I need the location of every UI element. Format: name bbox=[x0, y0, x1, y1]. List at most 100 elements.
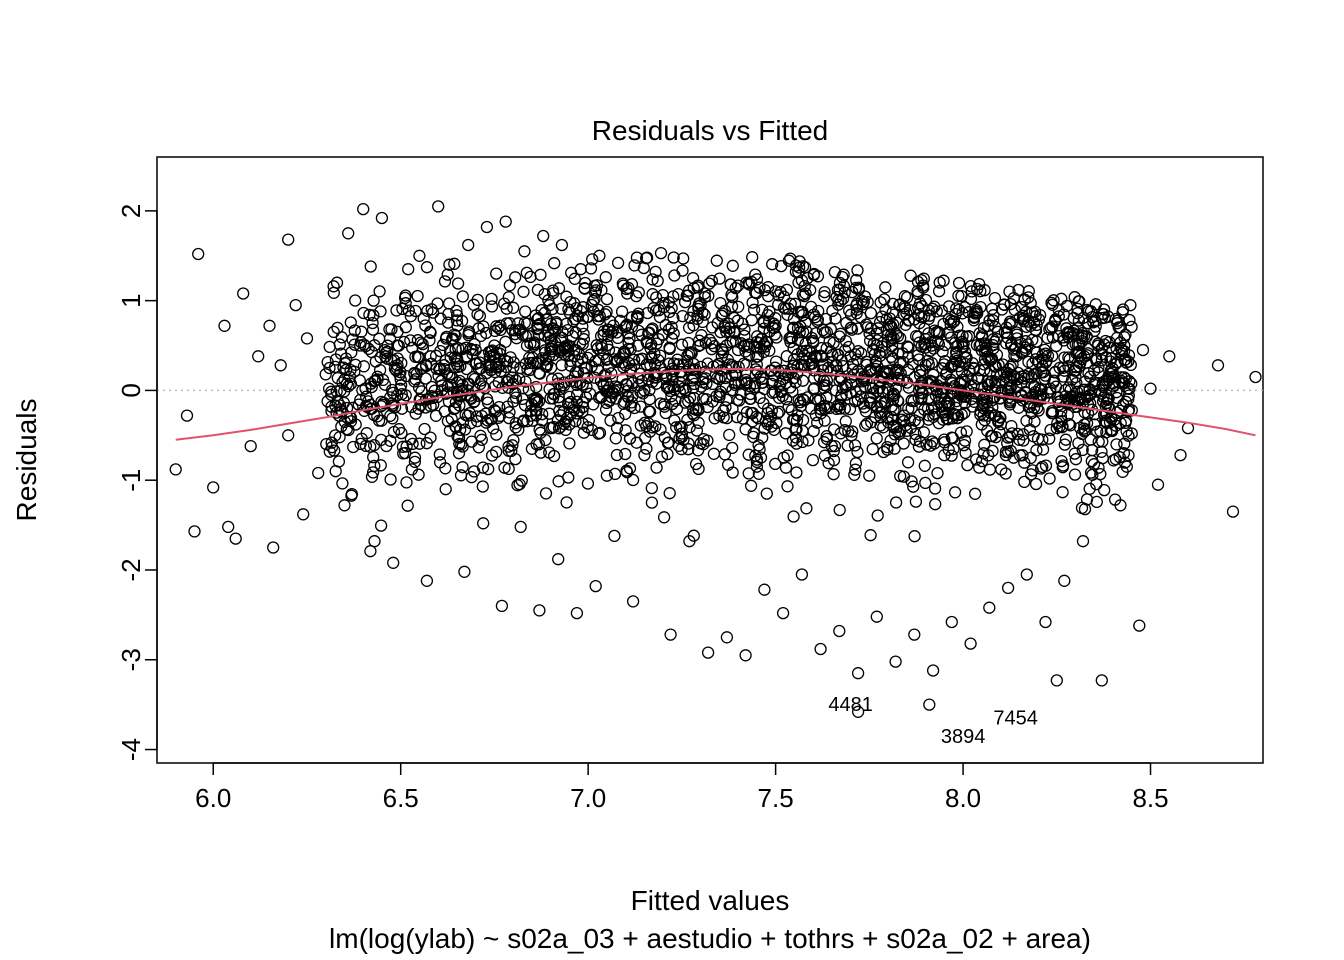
residual-point bbox=[849, 463, 862, 476]
residual-point bbox=[1089, 320, 1102, 333]
residual-point bbox=[827, 423, 841, 436]
residual-point bbox=[1004, 297, 1017, 311]
residual-point bbox=[618, 395, 631, 408]
residual-point bbox=[900, 307, 913, 320]
residual-point bbox=[452, 447, 466, 460]
residual-point bbox=[1018, 475, 1031, 489]
residual-point bbox=[761, 281, 775, 294]
residual-point bbox=[384, 473, 397, 486]
residual-point bbox=[812, 304, 825, 318]
residual-point bbox=[467, 465, 481, 478]
residual-point bbox=[392, 423, 406, 436]
residual-point bbox=[1086, 443, 1099, 457]
residual-point bbox=[561, 323, 574, 337]
residual-point bbox=[859, 405, 873, 418]
residual-point bbox=[1058, 574, 1071, 587]
residual-point bbox=[169, 463, 182, 476]
residual-point bbox=[850, 307, 863, 320]
residual-point bbox=[515, 474, 528, 487]
residual-point bbox=[237, 287, 250, 300]
x-axis-label: Fitted values bbox=[631, 885, 790, 916]
residual-point bbox=[1076, 535, 1090, 548]
residual-point bbox=[1059, 383, 1072, 397]
residual-point bbox=[355, 325, 368, 338]
residual-point bbox=[452, 342, 465, 355]
residual-point bbox=[855, 294, 868, 307]
residual-point bbox=[705, 336, 719, 350]
x-tick-label: 6.5 bbox=[383, 783, 419, 813]
residual-point bbox=[1107, 370, 1120, 383]
residual-point bbox=[576, 338, 589, 351]
residual-point bbox=[483, 350, 496, 363]
residual-point bbox=[420, 574, 434, 587]
residual-point bbox=[1055, 405, 1068, 418]
residual-point bbox=[988, 291, 1002, 305]
residual-point bbox=[968, 310, 981, 323]
residual-point bbox=[726, 441, 739, 455]
residual-point bbox=[823, 335, 836, 348]
residual-point bbox=[911, 301, 925, 314]
residual-point bbox=[1062, 351, 1075, 364]
residual-point bbox=[608, 353, 621, 366]
residual-point bbox=[1046, 404, 1059, 418]
residual-point bbox=[1089, 385, 1102, 398]
residual-point bbox=[694, 437, 707, 450]
residual-point bbox=[1013, 433, 1026, 446]
residual-point bbox=[1059, 433, 1073, 446]
residual-point bbox=[1018, 456, 1031, 469]
residual-point bbox=[1136, 343, 1150, 357]
residual-point bbox=[384, 391, 397, 404]
residual-point bbox=[796, 345, 809, 358]
residual-point bbox=[1123, 375, 1136, 388]
residual-point bbox=[360, 390, 373, 403]
residual-point bbox=[1068, 468, 1082, 481]
residual-point bbox=[480, 220, 494, 234]
residual-point bbox=[645, 323, 658, 336]
residual-point bbox=[374, 519, 388, 532]
residual-point bbox=[1056, 486, 1069, 499]
residual-point bbox=[367, 294, 380, 307]
residual-point bbox=[331, 371, 344, 385]
residual-point bbox=[746, 251, 759, 264]
residual-point bbox=[901, 456, 915, 469]
residual-point bbox=[723, 428, 736, 442]
residual-point bbox=[485, 449, 499, 462]
residual-point bbox=[889, 655, 902, 668]
residual-point bbox=[887, 403, 900, 417]
residual-point bbox=[366, 323, 380, 336]
residual-point bbox=[765, 377, 778, 391]
residual-point bbox=[364, 377, 378, 390]
residual-point bbox=[678, 295, 692, 309]
residual-point bbox=[517, 414, 530, 427]
residual-point bbox=[1092, 361, 1105, 374]
residual-point bbox=[620, 466, 634, 479]
residual-point bbox=[1119, 414, 1133, 427]
residual-point bbox=[568, 370, 581, 383]
residual-point bbox=[373, 285, 386, 298]
residual-point bbox=[1089, 315, 1102, 328]
residual-point bbox=[475, 374, 488, 387]
residual-point bbox=[282, 233, 295, 246]
residual-point bbox=[1071, 346, 1084, 359]
residual-point bbox=[1016, 449, 1029, 462]
residual-point bbox=[1031, 355, 1045, 368]
residual-point bbox=[450, 385, 464, 398]
residual-point bbox=[767, 423, 781, 436]
residual-point bbox=[486, 344, 499, 357]
residual-point bbox=[789, 376, 802, 389]
residual-point bbox=[837, 279, 851, 293]
residual-point bbox=[323, 361, 336, 375]
residual-point bbox=[912, 440, 926, 453]
residual-point bbox=[984, 375, 997, 389]
residual-point bbox=[840, 378, 853, 391]
residual-point bbox=[576, 396, 590, 409]
residual-point bbox=[640, 252, 653, 265]
residual-point bbox=[562, 349, 576, 362]
residual-point bbox=[569, 375, 582, 389]
residual-point bbox=[357, 202, 370, 216]
residual-point bbox=[397, 393, 410, 406]
residual-point bbox=[967, 314, 981, 327]
residual-point bbox=[506, 323, 519, 337]
residual-point bbox=[666, 397, 679, 411]
